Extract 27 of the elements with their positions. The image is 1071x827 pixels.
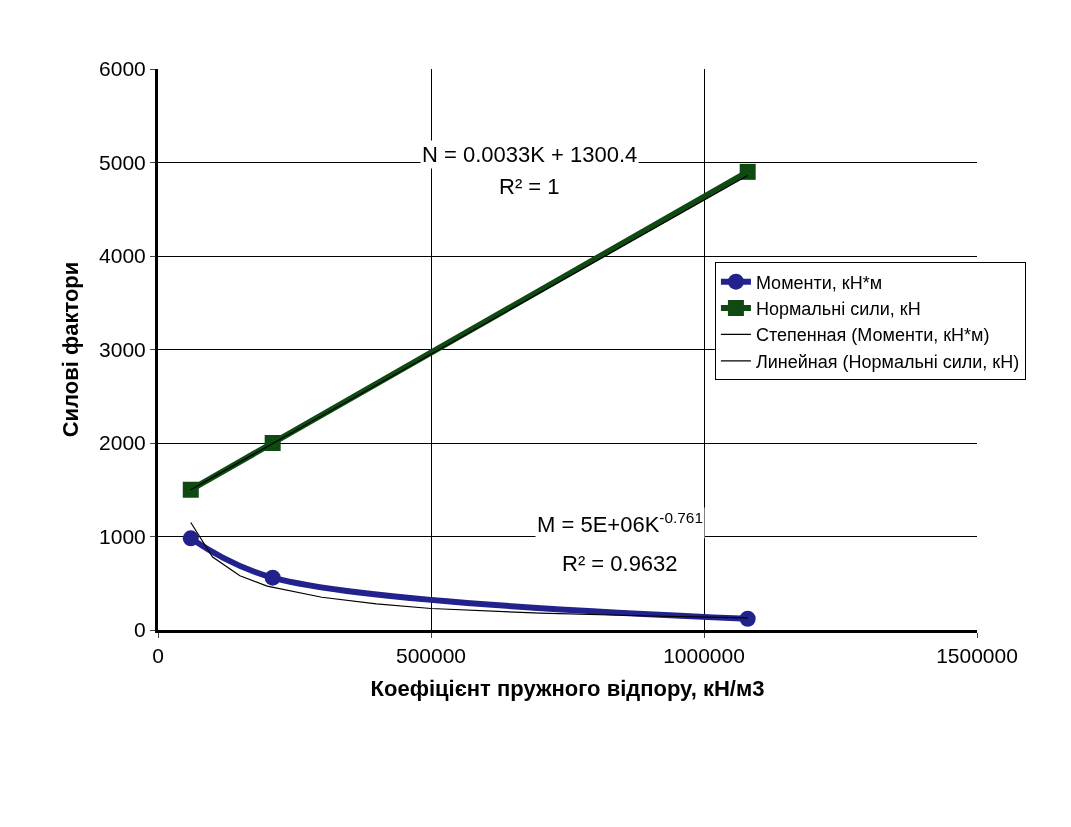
y-tick-label: 5000 <box>99 150 146 174</box>
y-tick-label: 4000 <box>99 244 146 268</box>
legend-label: Степенная (Моменти, кН*м) <box>755 325 990 346</box>
y-tick-label: 0 <box>134 618 146 642</box>
x-tick-label: 500000 <box>395 644 467 668</box>
y-axis-title: Силові фактори <box>57 261 83 438</box>
point <box>264 569 281 586</box>
x-axis-title: Коефіцієнт пружного відпору, кН/м3 <box>370 676 765 702</box>
y-tick-label: 3000 <box>99 337 146 361</box>
x-tick-label: 1500000 <box>936 644 1018 668</box>
x-tick-label: 0 <box>152 644 164 668</box>
point <box>182 530 199 547</box>
point <box>182 481 199 498</box>
legend-label: Линейная (Нормальні сили, кН) <box>755 351 1020 372</box>
x-tick-label: 1000000 <box>663 644 745 668</box>
annotation: N = 0.0033K + 1300.4 <box>422 142 638 167</box>
legend-label: Моменти, кН*м <box>755 272 883 293</box>
y-tick-label: 2000 <box>99 431 146 455</box>
y-tick-label: 6000 <box>99 57 146 81</box>
annotation: M = 5E+06K$^{-0.761}$ <box>537 509 703 538</box>
y-tick-label: 1000 <box>99 524 146 548</box>
annotation: R² = 0.9632 <box>562 551 678 576</box>
point <box>264 435 281 451</box>
point <box>739 163 756 180</box>
legend-label: Нормальні сили, кН <box>755 299 921 320</box>
point <box>739 610 756 627</box>
annotation: R² = 1 <box>499 174 560 199</box>
